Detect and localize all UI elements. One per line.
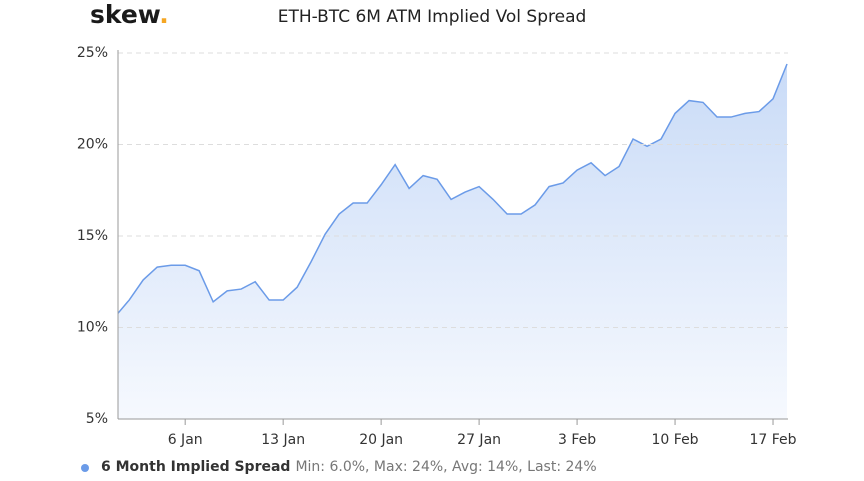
legend: 6 Month Implied Spread Min: 6.0%, Max: 24…: [101, 459, 597, 475]
logo-text: skew: [90, 0, 161, 29]
legend-stats: Min: 6.0%, Max: 24%, Avg: 14%, Last: 24%: [295, 459, 596, 475]
x-tick-label: 20 Jan: [359, 432, 403, 448]
y-tick-label: 20%: [77, 137, 108, 153]
logo-dot: .: [159, 0, 169, 29]
y-tick-label: 5%: [86, 411, 108, 427]
x-tick-label: 6 Jan: [168, 432, 203, 448]
x-tick-label: 3 Feb: [558, 432, 596, 448]
line: [118, 63, 788, 315]
plot: [118, 63, 788, 419]
legend-marker: [81, 464, 89, 472]
x-tick-label: 17 Feb: [749, 432, 796, 448]
chart-title: ETH-BTC 6M ATM Implied Vol Spread: [278, 7, 587, 27]
x-tick-label: 13 Jan: [261, 432, 305, 448]
x-tick-label: 27 Jan: [457, 432, 501, 448]
y-tick-label: 10%: [77, 320, 108, 336]
y-tick-label: 25%: [77, 45, 108, 61]
x-tick-label: 10 Feb: [652, 432, 699, 448]
legend-name: 6 Month Implied Spread: [101, 459, 290, 475]
y-tick-label: 15%: [77, 228, 108, 244]
logo: skew.: [90, 0, 169, 29]
area: [118, 63, 788, 419]
